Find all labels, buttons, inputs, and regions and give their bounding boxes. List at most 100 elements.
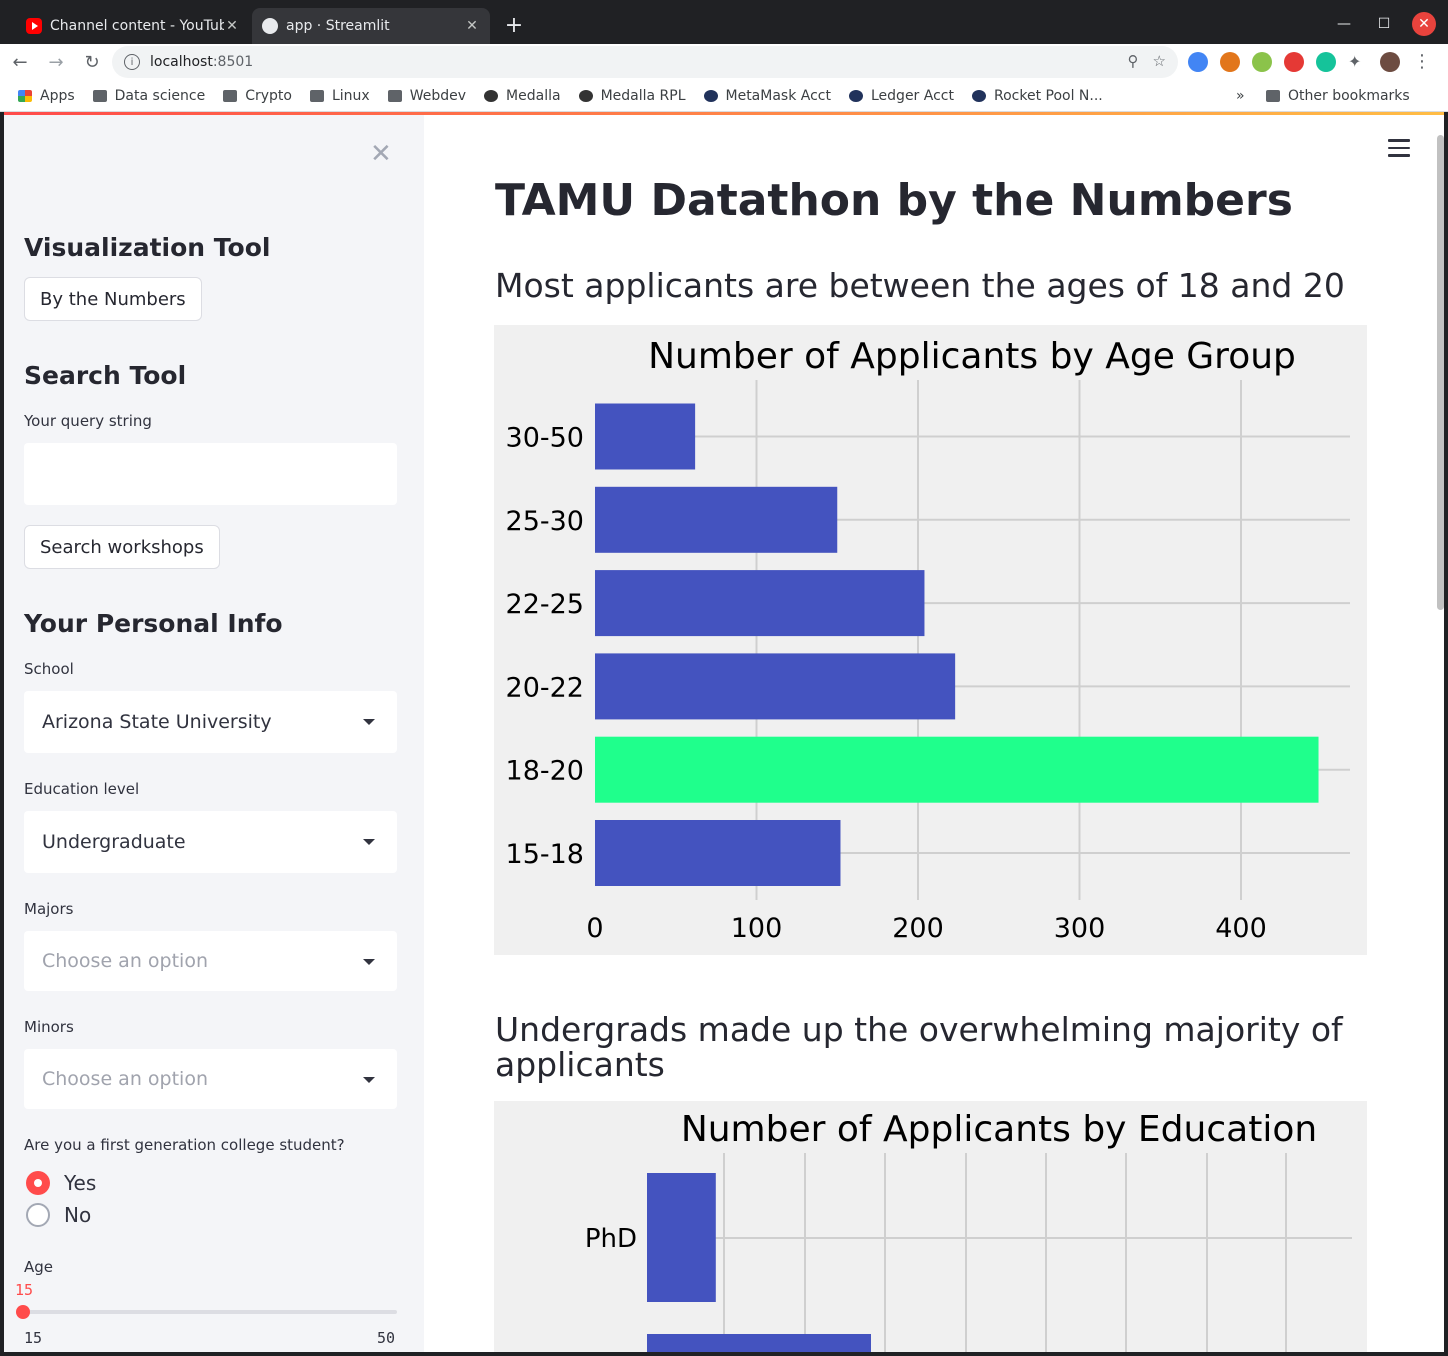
bookmark-data-science[interactable]: Data science: [92, 88, 205, 104]
medalla-icon: [484, 89, 499, 102]
y-tick-label: 15-18: [506, 839, 584, 870]
hamburger-menu-icon[interactable]: [1388, 139, 1410, 157]
bookmark-label: Other bookmarks: [1288, 87, 1410, 104]
browser-toolbar: ← → ↻ i localhost:8501 ⚲ ☆ ✦ ⋮: [0, 44, 1448, 80]
age-bar-chart: Number of Applicants by Age Group 0 100 200…: [506, 336, 1350, 944]
bookmark-label: Crypto: [245, 87, 292, 104]
search-workshops-button[interactable]: Search workshops: [24, 525, 220, 569]
x-tick-label: 400: [1215, 913, 1267, 944]
etherscan-icon: [971, 89, 986, 102]
tab-title: Channel content - YouTube: [50, 18, 224, 34]
maximize-icon[interactable]: ☐: [1377, 16, 1391, 32]
age-slider-thumb[interactable]: [16, 1305, 30, 1319]
reload-icon[interactable]: ↻: [84, 51, 100, 73]
folder-icon: [1266, 89, 1280, 102]
radio-unselected: [26, 1203, 50, 1227]
forward-icon[interactable]: →: [48, 51, 64, 73]
zoom-icon[interactable]: ⚲: [1127, 52, 1139, 70]
tab-streamlit[interactable]: app · Streamlit ✕: [252, 8, 490, 44]
bookmark-webdev[interactable]: Webdev: [387, 88, 466, 104]
education-chart: Number of Applicants by Education PhD: [494, 1101, 1367, 1352]
youtube-icon: [26, 18, 42, 34]
age-slider-max: 50: [377, 1329, 396, 1347]
bookmark-label: MetaMask Acct: [725, 87, 832, 104]
bookmark-medalla[interactable]: Medalla: [484, 88, 561, 104]
browser-menu-icon[interactable]: ⋮: [1413, 51, 1431, 72]
bookmark-apps[interactable]: Apps: [18, 88, 75, 104]
radio-label: Yes: [64, 1171, 97, 1195]
bookmark-label: Linux: [331, 87, 370, 104]
age-slider-track[interactable]: [24, 1310, 397, 1314]
chevron-down-icon: [363, 839, 375, 845]
majors-placeholder: Choose an option: [42, 950, 208, 972]
tab-title: app · Streamlit: [286, 18, 390, 34]
tab-youtube[interactable]: Channel content - YouTube ✕: [16, 8, 250, 44]
majors-multiselect[interactable]: Choose an option: [24, 931, 397, 991]
back-icon[interactable]: ←: [12, 51, 28, 73]
first-gen-radio-no[interactable]: No: [26, 1203, 91, 1227]
bar-30-50: [595, 403, 696, 470]
sidebar: ✕ Visualization Tool By the Numbers Sear…: [4, 115, 424, 1352]
y-tick-label: 22-25: [506, 589, 584, 620]
folder-icon: [223, 89, 238, 102]
x-tick-label: 200: [892, 913, 944, 944]
etherscan-icon: [703, 89, 718, 102]
new-tab-button[interactable]: +: [504, 13, 524, 38]
bookmark-linux[interactable]: Linux: [309, 87, 370, 104]
minors-multiselect[interactable]: Choose an option: [24, 1049, 397, 1109]
radio-label: No: [64, 1203, 92, 1227]
bookmark-crypto[interactable]: Crypto: [223, 88, 292, 104]
bookmark-star-icon[interactable]: ☆: [1152, 52, 1166, 70]
streamlit-decoration-bar: [4, 112, 1444, 115]
page-scrollbar[interactable]: [1437, 135, 1444, 610]
folder-icon: [387, 89, 402, 102]
y-tick-label: PhD: [585, 1224, 637, 1254]
extension-icon[interactable]: [1188, 52, 1208, 72]
bookmark-label: Ledger Acct: [871, 87, 954, 104]
school-select[interactable]: Arizona State University: [24, 691, 397, 753]
age-slider-value: 15: [15, 1281, 34, 1299]
address-bar[interactable]: i localhost:8501 ⚲ ☆: [112, 46, 1178, 78]
bookmarks-bar: Apps Data science Crypto Linux Webdev Me…: [0, 80, 1448, 112]
chart-title: Number of Applicants by Education: [681, 1109, 1317, 1150]
browser-tab-bar: Channel content - YouTube ✕ app · Stream…: [0, 0, 1448, 44]
bookmark-metamask[interactable]: MetaMask Acct: [703, 87, 832, 104]
education-select[interactable]: Undergraduate: [24, 811, 397, 873]
bookmark-ledger[interactable]: Ledger Acct: [849, 88, 954, 104]
metamask-icon[interactable]: [1220, 52, 1240, 72]
bar-15-18: [595, 820, 841, 886]
bookmark-label: Medalla RPL: [600, 87, 686, 104]
apps-grid-icon: [18, 89, 32, 102]
grammarly-icon[interactable]: [1316, 52, 1336, 72]
info-icon[interactable]: i: [124, 54, 140, 70]
majors-label: Majors: [24, 900, 74, 918]
bookmark-rocket-pool[interactable]: Rocket Pool N...: [971, 88, 1103, 104]
bookmark-label: Medalla: [506, 87, 561, 104]
bookmark-medalla-rpl[interactable]: Medalla RPL: [578, 87, 686, 104]
bookmark-other[interactable]: Other bookmarks: [1266, 88, 1410, 104]
by-the-numbers-button[interactable]: By the Numbers: [24, 277, 202, 321]
extension-icon[interactable]: [1284, 52, 1304, 72]
radio-selected: [26, 1171, 50, 1195]
etherscan-icon: [849, 89, 863, 102]
folder-icon: [309, 89, 324, 102]
url-port: :8501: [212, 54, 254, 70]
streamlit-app: ✕ Visualization Tool By the Numbers Sear…: [4, 115, 1444, 1352]
query-label: Your query string: [24, 412, 152, 430]
profile-avatar[interactable]: [1380, 52, 1400, 72]
education-label: Education level: [24, 780, 140, 798]
education-subheader: Undergrads made up the overwhelming majo…: [495, 1010, 1343, 1084]
age-slider-min: 15: [24, 1329, 43, 1347]
bookmarks-overflow-button[interactable]: »: [1236, 87, 1245, 104]
y-tick-label: 18-20: [506, 756, 584, 787]
close-tab-icon[interactable]: ✕: [466, 18, 478, 34]
first-gen-radio-yes[interactable]: Yes: [26, 1171, 96, 1195]
extension-icon[interactable]: [1252, 52, 1272, 72]
extensions-puzzle-icon[interactable]: ✦: [1348, 52, 1362, 71]
close-tab-icon[interactable]: ✕: [226, 18, 238, 34]
window-close-icon[interactable]: ✕: [1412, 12, 1436, 36]
sidebar-close-icon[interactable]: ✕: [370, 139, 392, 169]
query-input[interactable]: [24, 443, 397, 505]
age-subheader: Most applicants are between the ages of …: [495, 266, 1345, 305]
minimize-icon[interactable]: —: [1337, 16, 1351, 32]
